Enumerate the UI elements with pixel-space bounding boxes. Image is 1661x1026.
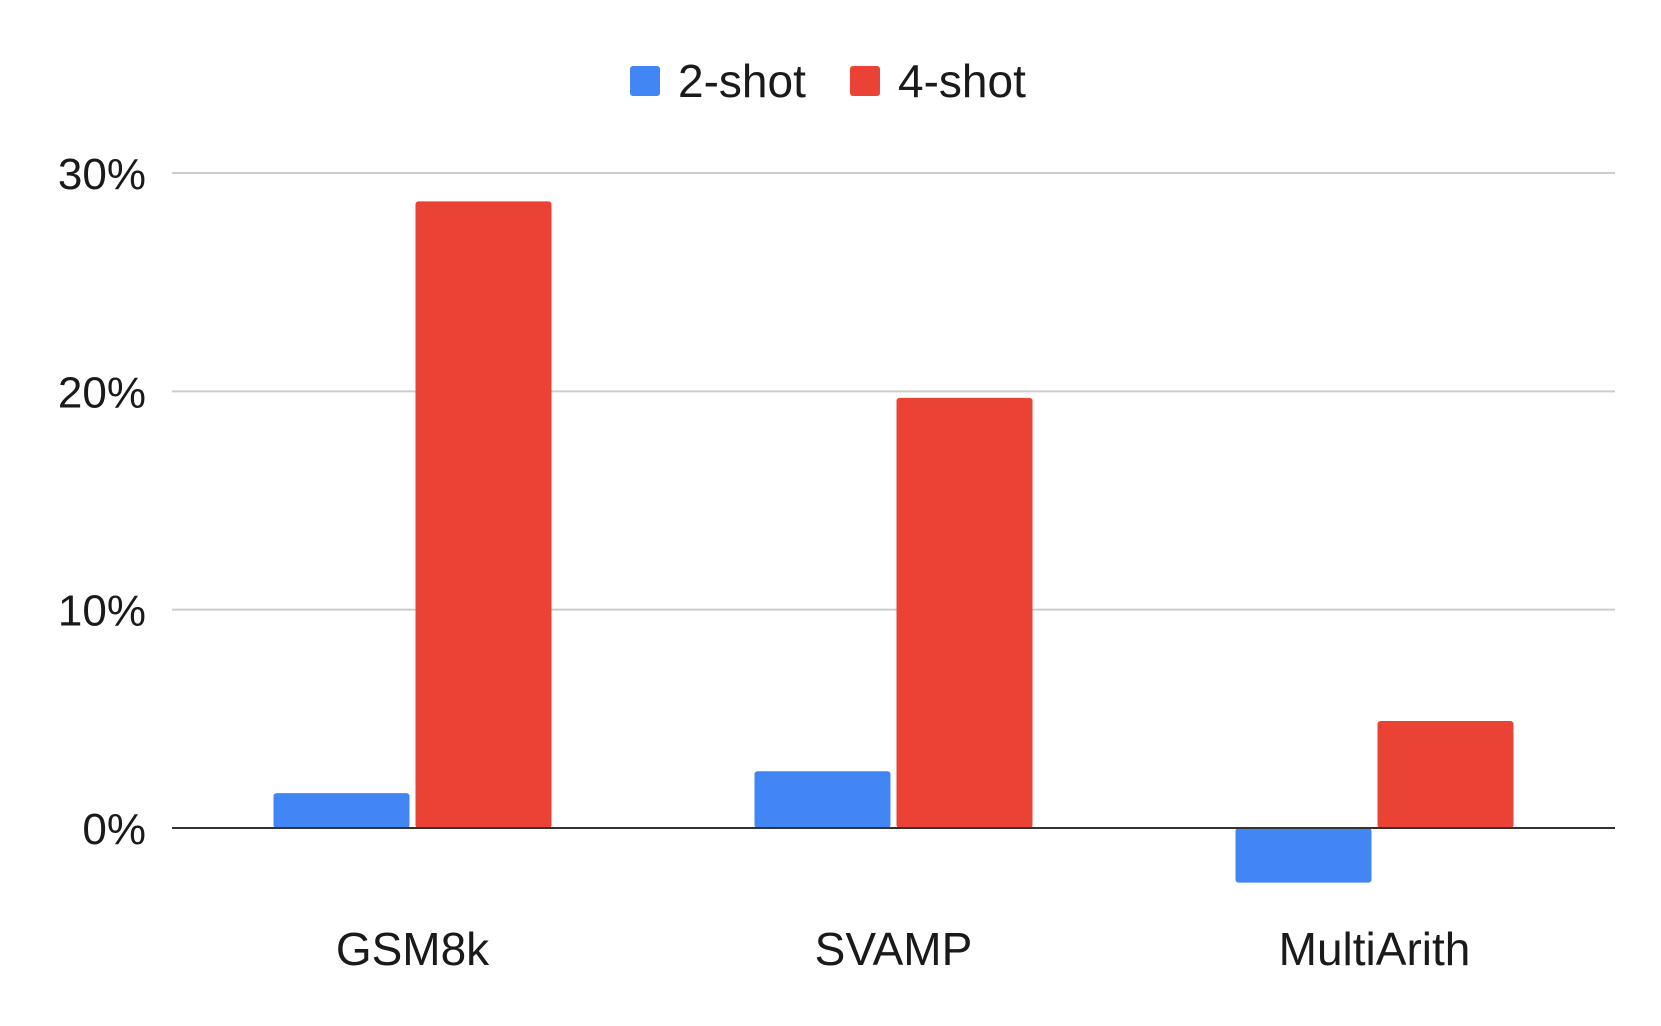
- bars: [273, 201, 1514, 883]
- bar-4-shot-multiarith: [1377, 721, 1514, 828]
- bar-2-shot-multiarith: [1235, 828, 1372, 883]
- gridlines: [172, 172, 1615, 611]
- y-tick-label: 20%: [58, 368, 146, 417]
- legend-label: 2-shot: [678, 55, 806, 107]
- category-label: MultiArith: [1279, 923, 1471, 975]
- legend: 2-shot 4-shot: [630, 55, 1026, 107]
- legend-label: 4-shot: [898, 55, 1026, 107]
- bar-2-shot-svamp: [754, 771, 891, 828]
- bar-4-shot-gsm8k: [415, 201, 552, 829]
- y-tick-label: 30%: [58, 150, 146, 199]
- legend-swatch: [850, 66, 880, 96]
- bar-4-shot-svamp: [896, 397, 1033, 828]
- category-label: SVAMP: [815, 923, 973, 975]
- category-label: GSM8k: [336, 923, 490, 975]
- y-axis-tick-labels: 0% 10% 20% 30%: [58, 150, 146, 854]
- legend-swatch: [630, 66, 660, 96]
- y-tick-label: 10%: [58, 587, 146, 636]
- bar-2-shot-gsm8k: [273, 793, 410, 828]
- category-labels: GSM8k SVAMP MultiArith: [336, 923, 1471, 975]
- y-tick-label: 0%: [82, 805, 146, 854]
